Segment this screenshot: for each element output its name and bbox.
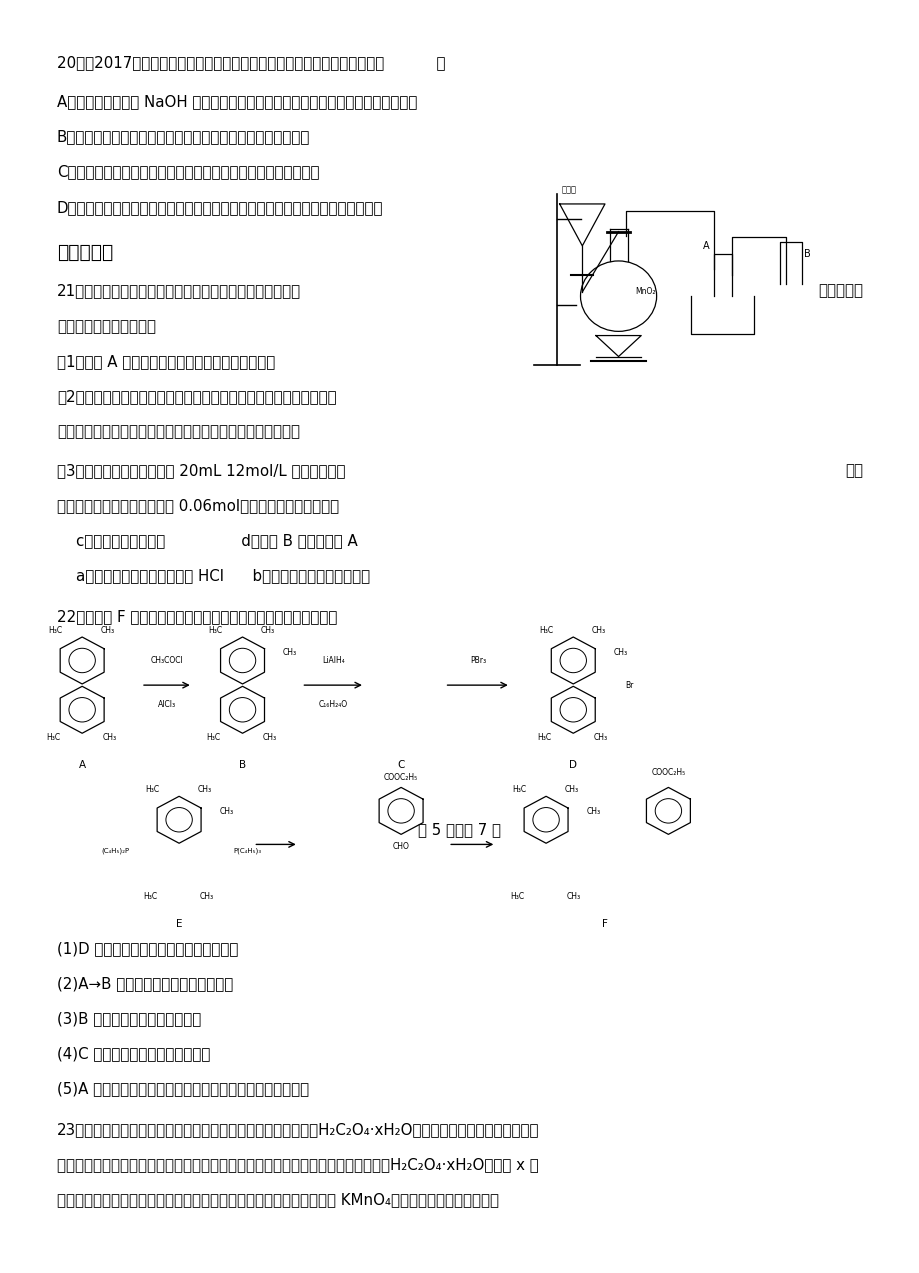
Text: 21．为了探究实验室制氯气过程中反应物与生成氯气之间量: 21．为了探究实验室制氯气过程中反应物与生成氯气之间量 xyxy=(57,284,301,299)
Text: AlCl₃: AlCl₃ xyxy=(158,700,176,709)
Text: CH₃: CH₃ xyxy=(563,785,578,794)
Text: CH₃: CH₃ xyxy=(102,733,117,742)
Text: H₃C: H₃C xyxy=(48,626,62,635)
Text: a．加热使浓盐酸挥发出大量 HCl      b．盐酸变稀后不发生该反应: a．加热使浓盐酸挥发出大量 HCl b．盐酸变稀后不发生该反应 xyxy=(57,569,369,583)
Text: CH₃: CH₃ xyxy=(591,626,605,635)
Text: CH₃: CH₃ xyxy=(261,626,275,635)
Text: Br: Br xyxy=(625,681,633,690)
Text: P(C₄H₅)₃: P(C₄H₅)₃ xyxy=(233,848,261,854)
Text: H₃C: H₃C xyxy=(509,892,524,901)
Text: （2）该实验装置检查气密性的方法是＿＿＿＿＿＿＿＿＿＿＿＿＿＿: （2）该实验装置检查气密性的方法是＿＿＿＿＿＿＿＿＿＿＿＿＿＿ xyxy=(57,390,336,405)
Text: LiAlH₄: LiAlH₄ xyxy=(322,656,344,665)
Text: C: C xyxy=(397,760,404,770)
Text: MnO₂: MnO₂ xyxy=(634,288,654,297)
Text: CH₃: CH₃ xyxy=(219,807,233,816)
Text: CH₃: CH₃ xyxy=(100,626,115,635)
Text: CH₃: CH₃ xyxy=(585,807,599,816)
Text: (C₄H₅)₂P: (C₄H₅)₂P xyxy=(101,848,130,854)
Text: COOC₂H₅: COOC₂H₅ xyxy=(651,768,685,777)
Text: (4)C 的结构简式为＿＿＿＿＿＿。: (4)C 的结构简式为＿＿＿＿＿＿。 xyxy=(57,1046,210,1062)
Text: 浓盐酸: 浓盐酸 xyxy=(561,185,575,195)
Text: H₃C: H₃C xyxy=(46,733,60,742)
Text: H₃C: H₃C xyxy=(142,892,157,901)
Text: H₃C: H₃C xyxy=(144,785,159,794)
Text: 20．【2017届浙江省组兴市高三上学期适应性考试】下列说法不正确的是（           ）: 20．【2017届浙江省组兴市高三上学期适应性考试】下列说法不正确的是（ ） xyxy=(57,56,445,70)
Text: CH₃: CH₃ xyxy=(198,785,211,794)
Text: C₁₆H₂₄O: C₁₆H₂₄O xyxy=(318,700,347,709)
Text: 二、填空题: 二、填空题 xyxy=(57,243,113,262)
Text: A．硬脂酸甩油酯在 NaOH 溶液中水解完全后，加入饱和食盐水，下层析出硬脂酸钓: A．硬脂酸甩油酯在 NaOH 溶液中水解完全后，加入饱和食盐水，下层析出硬脂酸钓 xyxy=(57,94,416,109)
Text: PBr₃: PBr₃ xyxy=(470,656,485,665)
Text: CH₃COCl: CH₃COCl xyxy=(151,656,184,665)
Text: COOC₂H₅: COOC₂H₅ xyxy=(383,774,418,783)
Text: (1)D 中所含官能团名称为＿＿＿＿＿＿。: (1)D 中所含官能团名称为＿＿＿＿＿＿。 xyxy=(57,941,238,956)
Text: 热，: 热， xyxy=(845,463,862,477)
Text: F: F xyxy=(601,919,607,929)
Text: D．不同种类的氨基酸能以不同的数目和顺序彼此结合，形成更复杂的多肽化合物: D．不同种类的氨基酸能以不同的数目和顺序彼此结合，形成更复杂的多肽化合物 xyxy=(57,200,383,215)
Text: CH₃: CH₃ xyxy=(593,733,607,742)
Text: 你参与并协助他们完成相关学习任务。该组同学的研究课题是：探究测定草酸晶体（H₂C₂O₄·xH₂O）中的 x 值: 你参与并协助他们完成相关学习任务。该组同学的研究课题是：探究测定草酸晶体（H₂C… xyxy=(57,1157,538,1172)
Text: CH₃: CH₃ xyxy=(282,648,297,657)
Text: （1）装置 A 的名称是＿＿＿＿＿＿＿＿＿＿＿＿。: （1）装置 A 的名称是＿＿＿＿＿＿＿＿＿＿＿＿。 xyxy=(57,354,275,369)
Text: (3)B 的分子式为＿＿＿＿＿＿。: (3)B 的分子式为＿＿＿＿＿＿。 xyxy=(57,1011,201,1026)
Text: H₃C: H₃C xyxy=(539,626,552,635)
Text: (5)A 的核磁共振氢谱有＿＿＿＿＿种类型氢原子的吸收峰。: (5)A 的核磁共振氢谱有＿＿＿＿＿种类型氢原子的吸收峰。 xyxy=(57,1082,309,1096)
Text: 23．乙二酸俗名草酸，下面是化学学习小组的同学对草酸晶体（H₂C₂O₄·xH₂O）进行的探究性学习的过程，请: 23．乙二酸俗名草酸，下面是化学学习小组的同学对草酸晶体（H₂C₂O₄·xH₂O… xyxy=(57,1122,539,1137)
Text: H₃C: H₃C xyxy=(537,733,550,742)
Text: E: E xyxy=(176,919,182,929)
Text: D: D xyxy=(569,760,576,770)
Text: B: B xyxy=(239,760,245,770)
Text: 的关系，设: 的关系，设 xyxy=(817,284,862,299)
Text: ＿＿＿＿＿＿＿＿＿＿＿＿＿＿＿＿＿＿＿＿＿＿＿＿＿＿。: ＿＿＿＿＿＿＿＿＿＿＿＿＿＿＿＿＿＿＿＿＿＿＿＿＿＿。 xyxy=(57,424,300,439)
Text: H₃C: H₃C xyxy=(511,785,526,794)
Text: A: A xyxy=(78,760,85,770)
Text: CH₃: CH₃ xyxy=(199,892,213,901)
Text: 22．化合物 F 是一种最新合成的溶睥药物，可通过以下方法合成：: 22．化合物 F 是一种最新合成的溶睥药物，可通过以下方法合成： xyxy=(57,608,336,624)
Text: H₃C: H₃C xyxy=(206,733,221,742)
Text: 第 5 页，共 7 页: 第 5 页，共 7 页 xyxy=(418,822,501,836)
Text: B: B xyxy=(803,250,810,260)
Text: CH₃: CH₃ xyxy=(565,892,580,901)
Text: H₃C: H₃C xyxy=(208,626,222,635)
Text: (2)A→B 的反应类型是＿＿＿＿＿＿。: (2)A→B 的反应类型是＿＿＿＿＿＿。 xyxy=(57,976,233,990)
Text: A: A xyxy=(702,241,709,251)
Text: CH₃: CH₃ xyxy=(613,648,627,657)
Text: CHO: CHO xyxy=(392,841,409,850)
Text: CH₃: CH₃ xyxy=(262,733,277,742)
Text: c．烧瓶中残留有氯气                d．装置 B 中液面高于 A: c．烧瓶中残留有氯气 d．装置 B 中液面高于 A xyxy=(57,533,357,549)
Text: 充分反应后收集到的氯气少于 0.06mol，其可能原因有＿＿＿＿: 充分反应后收集到的氯气少于 0.06mol，其可能原因有＿＿＿＿ xyxy=(57,498,338,513)
Text: （3）如果将过量二氧化锄与 20mL 12mol/L 的盐酸混合加: （3）如果将过量二氧化锄与 20mL 12mol/L 的盐酸混合加 xyxy=(57,463,345,477)
Text: 计了如右图所示的装置。: 计了如右图所示的装置。 xyxy=(57,318,155,334)
Text: 。通过查阅资料和网络查寻，得知草酸易溶于水，其水溶液可以用酸性 KMnO₄溶液进行滴定，反应原理为: 。通过查阅资料和网络查寻，得知草酸易溶于水，其水溶液可以用酸性 KMnO₄溶液进… xyxy=(57,1193,498,1207)
Text: C．鸡蛋清的溶液中加入福尔马林溶液，鸡蛋清凝聚，蛋白质变性: C．鸡蛋清的溶液中加入福尔马林溶液，鸡蛋清凝聚，蛋白质变性 xyxy=(57,164,319,179)
Text: B．天然高分子化合物淠粉或纤维素最终的水解产物都是葡萄糖: B．天然高分子化合物淠粉或纤维素最终的水解产物都是葡萄糖 xyxy=(57,130,310,144)
